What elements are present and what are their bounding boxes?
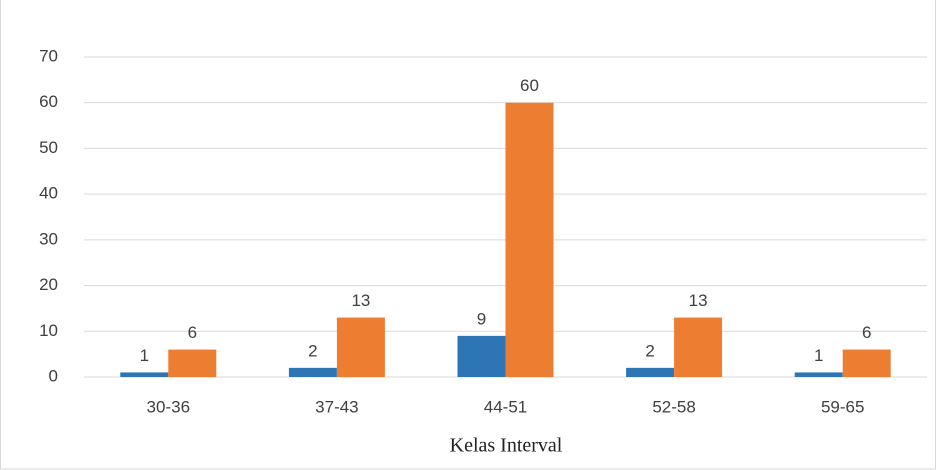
data-label: 1 <box>140 346 149 365</box>
bar <box>288 367 337 377</box>
y-tick-label: 0 <box>49 366 58 385</box>
data-label: 2 <box>308 341 317 360</box>
bar <box>626 367 675 377</box>
data-label: 13 <box>351 291 370 310</box>
y-tick-label: 20 <box>39 275 58 294</box>
bar <box>457 335 506 377</box>
x-tick-label: 52-58 <box>652 397 695 416</box>
y-tick-label: 10 <box>39 321 58 340</box>
data-label: 6 <box>862 323 871 342</box>
x-tick-label: 59-65 <box>821 397 864 416</box>
data-label: 60 <box>520 76 539 95</box>
x-tick-label: 44-51 <box>484 397 527 416</box>
data-label: 1 <box>814 346 823 365</box>
x-tick-label: 30-36 <box>147 397 190 416</box>
y-tick-label: 40 <box>39 184 58 203</box>
data-label: 9 <box>477 309 486 328</box>
data-label: 6 <box>188 323 197 342</box>
x-tick-label: 37-43 <box>315 397 358 416</box>
bar <box>674 317 723 377</box>
bar <box>794 372 843 377</box>
x-axis-title: Kelas Interval <box>450 435 563 457</box>
data-label: 13 <box>689 291 708 310</box>
bar <box>505 102 554 377</box>
bar <box>168 349 217 377</box>
y-tick-label: 50 <box>39 138 58 157</box>
y-tick-label: 70 <box>39 46 58 65</box>
bar <box>120 372 169 377</box>
data-label: 2 <box>645 341 654 360</box>
y-tick-label: 30 <box>39 229 58 248</box>
bar <box>336 317 385 377</box>
y-tick-label: 60 <box>39 92 58 111</box>
bar <box>842 349 891 377</box>
